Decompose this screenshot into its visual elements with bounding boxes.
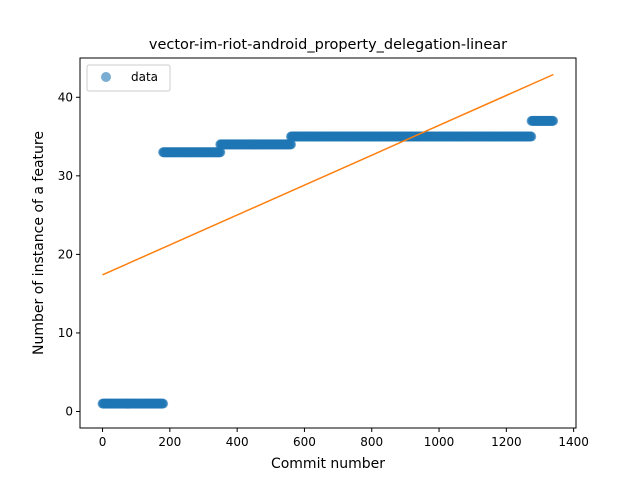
x-axis-label: Commit number (271, 456, 385, 472)
y-tick-label: 0 (65, 405, 73, 419)
legend-box (86, 64, 171, 92)
x-tick-label: 400 (226, 435, 249, 449)
y-tick-label: 20 (58, 247, 73, 261)
data-point (285, 139, 296, 150)
plot-area (97, 73, 559, 409)
y-axis: 0 10 20 30 40 (58, 90, 80, 419)
y-axis-label: Number of instance of a feature (31, 131, 47, 355)
data-point (215, 147, 226, 158)
data-series (97, 115, 559, 409)
chart-title: vector-im-riot-android_property_delegati… (149, 37, 507, 53)
x-tick-label: 1000 (424, 435, 455, 449)
plot-frame (79, 57, 577, 429)
legend-label-data: data (131, 70, 158, 84)
x-tick-label: 200 (158, 435, 181, 449)
y-tick-label: 40 (58, 90, 73, 104)
x-tick-label: 1400 (558, 435, 589, 449)
x-tick-label: 600 (293, 435, 316, 449)
x-tick-label: 1200 (491, 435, 522, 449)
data-point (158, 398, 169, 409)
x-tick-label: 800 (360, 435, 383, 449)
x-axis: 0 200 400 600 800 1000 1200 1400 (99, 428, 589, 449)
data-point (548, 115, 559, 126)
legend-marker-data (101, 72, 111, 82)
data-point (526, 131, 537, 142)
y-tick-label: 10 (58, 326, 73, 340)
y-tick-label: 30 (58, 169, 73, 183)
x-tick-label: 0 (99, 435, 107, 449)
fit-line (102, 73, 554, 276)
legend: data (86, 64, 171, 92)
